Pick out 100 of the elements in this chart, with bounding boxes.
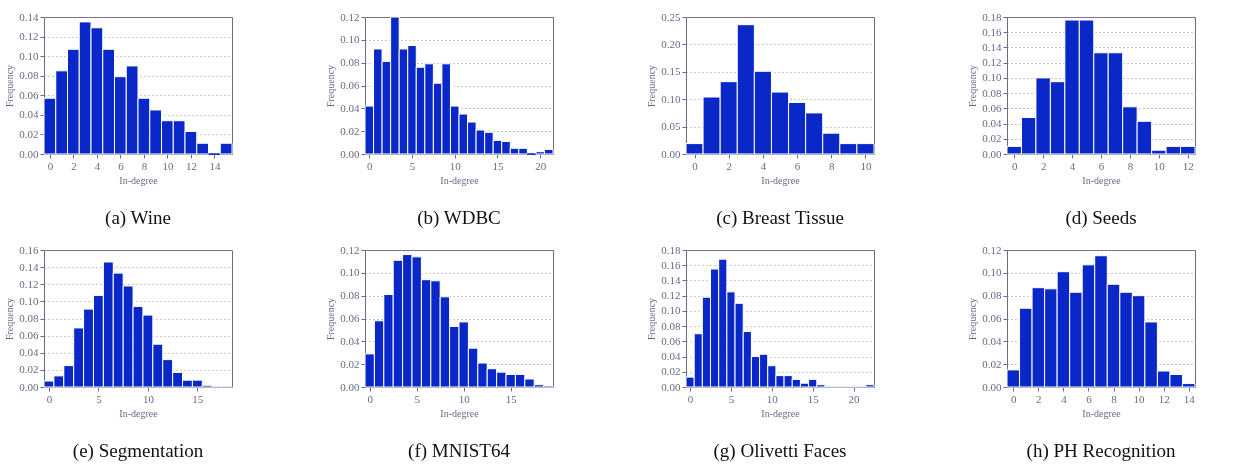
x-tick-label: 5: [728, 392, 735, 405]
text: (e) Segmentation: [72, 440, 204, 462]
text: (b) WDBC: [417, 207, 501, 229]
y-tick-label: 0.00: [19, 147, 39, 160]
x-tick-label: 10: [142, 392, 155, 405]
x-axis-title: In-degree: [119, 174, 159, 186]
y-tick-label: 0.14: [19, 10, 39, 23]
x-tick-label: 0: [367, 392, 374, 405]
x-tick-label: 4: [1069, 159, 1076, 172]
y-tick-label: 0.04: [19, 108, 39, 121]
text: (c) Breast Tissue: [716, 207, 844, 229]
y-tick-label: 0.12: [19, 30, 39, 43]
x-axis-title: In-degree: [1082, 174, 1122, 186]
x-tick-label: 0: [367, 159, 374, 172]
y-tick-label: 0.12: [19, 277, 39, 290]
y-tick-label: 0.20: [661, 37, 681, 50]
y-tick-label: 0.14: [19, 260, 39, 273]
y-tick-label: 0.02: [661, 365, 681, 378]
y-tick-label: 0.04: [661, 350, 681, 363]
text: (f) MNIST64: [408, 440, 511, 462]
y-tick-label: 0.00: [661, 147, 681, 160]
y-tick-label: 0.14: [661, 273, 681, 286]
y-tick-label: 0.06: [19, 88, 39, 101]
x-tick-label: 12: [185, 159, 197, 172]
y-tick-label: 0.05: [661, 120, 681, 133]
x-tick-label: 10: [860, 159, 872, 172]
y-tick-label: 0.00: [661, 380, 681, 393]
x-tick-label: 15: [807, 392, 820, 405]
x-tick-label: 15: [492, 159, 504, 172]
x-tick-label: 0: [692, 159, 699, 172]
text: (g) Olivetti Faces: [713, 440, 847, 462]
y-tick-label: 0.06: [340, 79, 360, 91]
y-tick-label: 0.12: [340, 10, 360, 23]
y-tick-label: 0.16: [661, 258, 681, 271]
y-tick-label: 0.02: [982, 357, 1002, 370]
y-tick-label: 0.00: [982, 380, 1002, 393]
x-tick-label: 4: [760, 159, 767, 172]
y-tick-label: 0.12: [340, 243, 360, 256]
x-tick-label: 4: [94, 159, 101, 172]
y-tick-label: 0.08: [661, 319, 681, 332]
y-tick-label: 0.10: [982, 71, 1002, 84]
x-axis-title: In-degree: [440, 407, 480, 419]
x-tick-label: 8: [1111, 392, 1118, 405]
x-tick-label: 10: [766, 392, 779, 405]
x-tick-label: 0: [46, 392, 53, 405]
y-tick-label: 0.02: [340, 357, 360, 370]
text: (h) PH Recognition: [1026, 440, 1176, 462]
y-axis-title: Frequency: [325, 297, 337, 341]
x-tick-label: 15: [505, 392, 518, 405]
x-tick-label: 10: [1133, 392, 1146, 405]
y-tick-label: 0.16: [982, 25, 1002, 38]
y-tick-label: 0.02: [19, 363, 39, 376]
x-tick-label: 0: [687, 392, 694, 405]
y-tick-label: 0.04: [982, 117, 1002, 130]
y-tick-label: 0.08: [982, 86, 1002, 99]
y-tick-label: 0.10: [19, 49, 39, 62]
x-axis-title: In-degree: [761, 174, 801, 186]
text: (a) Wine: [105, 207, 171, 229]
y-tick-label: 0.04: [340, 101, 360, 114]
x-tick-label: 0: [47, 159, 54, 172]
x-tick-label: 2: [1040, 159, 1047, 172]
y-axis-title: Frequency: [325, 64, 337, 108]
y-tick-label: 0.04: [19, 346, 39, 359]
y-tick-label: 0.18: [982, 10, 1002, 23]
y-tick-label: 0.18: [661, 243, 681, 256]
y-tick-label: 0.10: [982, 266, 1002, 279]
x-tick-label: 0: [1011, 159, 1018, 172]
y-axis-title: Frequency: [967, 64, 979, 108]
y-tick-label: 0.15: [661, 65, 681, 78]
x-tick-label: 6: [1098, 159, 1105, 172]
y-tick-label: 0.02: [340, 124, 360, 137]
y-tick-label: 0.16: [19, 243, 39, 256]
x-tick-label: 6: [118, 159, 125, 172]
y-tick-label: 0.02: [982, 132, 1002, 145]
x-axis-title: In-degree: [119, 407, 159, 419]
x-tick-label: 10: [458, 392, 471, 405]
x-tick-label: 6: [794, 159, 801, 172]
x-tick-label: 20: [848, 392, 861, 405]
x-tick-label: 10: [1153, 159, 1166, 172]
x-tick-label: 4: [1061, 392, 1068, 405]
x-tick-label: 2: [726, 159, 732, 172]
y-axis-title: Frequency: [646, 64, 658, 108]
y-tick-label: 0.00: [340, 147, 360, 160]
y-axis-title: Frequency: [967, 297, 979, 341]
y-tick-label: 0.06: [982, 312, 1002, 324]
y-axis-title: Frequency: [4, 297, 16, 341]
y-tick-label: 0.06: [982, 101, 1002, 114]
y-tick-label: 0.10: [19, 294, 39, 307]
x-tick-label: 5: [409, 159, 416, 172]
y-tick-label: 0.14: [982, 40, 1002, 53]
y-tick-label: 0.04: [982, 334, 1002, 347]
text: (d) Seeds: [1065, 207, 1137, 229]
y-tick-label: 0.08: [340, 56, 360, 69]
y-tick-label: 0.00: [19, 380, 39, 393]
y-tick-label: 0.06: [19, 329, 39, 342]
x-tick-label: 10: [449, 159, 462, 172]
y-tick-label: 0.12: [982, 56, 1002, 69]
x-tick-label: 14: [1183, 392, 1196, 405]
y-tick-label: 0.10: [661, 304, 681, 317]
y-axis-title: Frequency: [646, 297, 658, 341]
